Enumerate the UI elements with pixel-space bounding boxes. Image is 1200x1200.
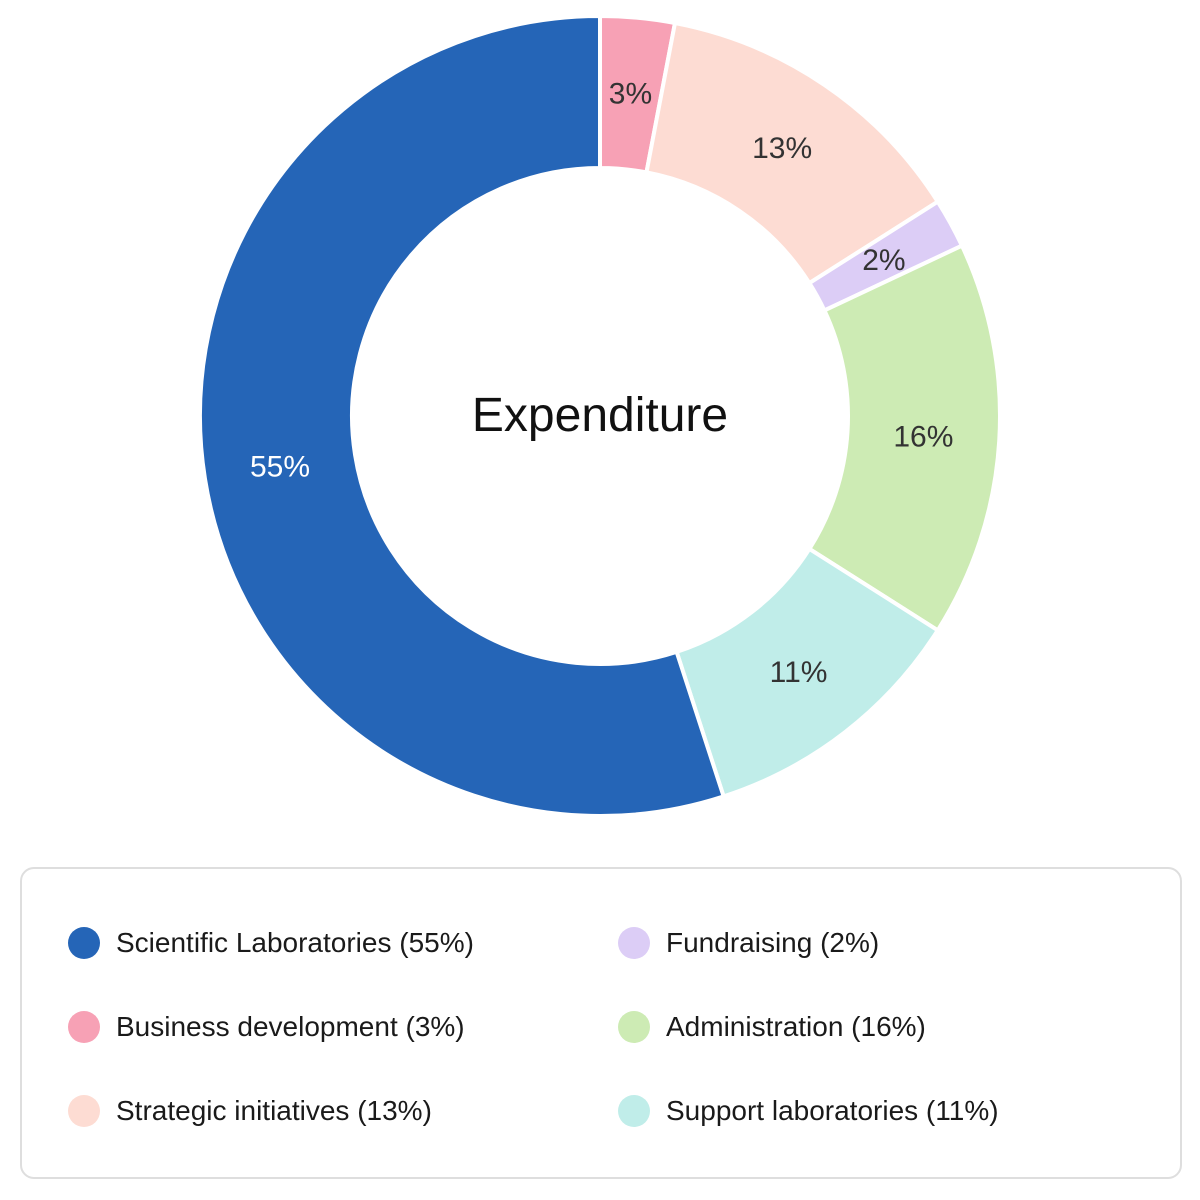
legend-label: Support laboratories (11%) bbox=[666, 1095, 999, 1126]
chart-legend: Scientific Laboratories (55%) Business d… bbox=[20, 867, 1182, 1179]
chart-center-title: Expenditure bbox=[472, 389, 728, 442]
legend-dot-icon bbox=[618, 1095, 650, 1127]
slice-percent-label: 3% bbox=[609, 77, 652, 110]
legend-dot-icon bbox=[68, 927, 100, 959]
legend-label: Business development (3%) bbox=[116, 1011, 465, 1042]
donut-slice-scientific-laboratories[interactable] bbox=[198, 13, 727, 818]
donut-slice-administration[interactable] bbox=[806, 243, 1002, 634]
legend-dot-icon bbox=[618, 927, 650, 959]
legend-item-business-development[interactable]: Business development (3%) bbox=[68, 1007, 465, 1047]
legend-item-scientific-laboratories[interactable]: Scientific Laboratories (55%) bbox=[68, 923, 474, 963]
legend-label: Scientific Laboratories (55%) bbox=[116, 927, 474, 958]
legend-label: Fundraising (2%) bbox=[666, 927, 880, 958]
slice-labels: 3% 13% 2% 16% 11% 55% bbox=[250, 77, 953, 689]
legend-dot-icon bbox=[68, 1095, 100, 1127]
legend-dot-icon bbox=[68, 1011, 100, 1043]
legend-item-administration[interactable]: Administration (16%) bbox=[618, 1007, 926, 1047]
legend-label: Strategic initiatives (13%) bbox=[116, 1095, 432, 1126]
donut-slices bbox=[198, 13, 1002, 818]
slice-percent-label: 13% bbox=[752, 132, 812, 165]
legend-item-strategic-initiatives[interactable]: Strategic initiatives (13%) bbox=[68, 1091, 432, 1131]
slice-percent-label: 55% bbox=[250, 451, 310, 484]
legend-item-fundraising[interactable]: Fundraising (2%) bbox=[618, 923, 879, 963]
legend-item-support-laboratories[interactable]: Support laboratories (11%) bbox=[618, 1091, 999, 1131]
slice-percent-label: 11% bbox=[770, 656, 828, 689]
slice-percent-label: 2% bbox=[862, 244, 905, 277]
legend-label: Administration (16%) bbox=[666, 1011, 926, 1042]
donut-chart: 3% 13% 2% 16% 11% 55% Expenditure bbox=[198, 13, 1002, 818]
legend-dot-icon bbox=[618, 1011, 650, 1043]
slice-percent-label: 16% bbox=[893, 420, 953, 453]
